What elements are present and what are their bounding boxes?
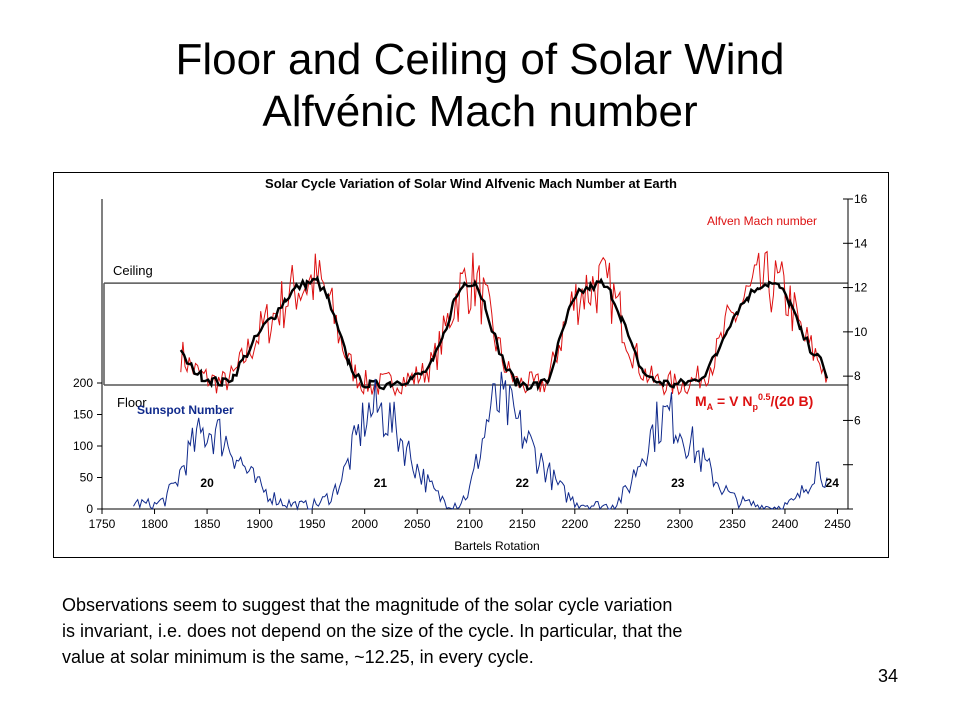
cycle-label: 20 xyxy=(200,476,214,490)
x-tick-label: 2300 xyxy=(667,517,694,531)
right-tick-label: 10 xyxy=(854,325,868,339)
cycle-label: 22 xyxy=(516,476,530,490)
x-tick-label: 2400 xyxy=(772,517,799,531)
x-tick-label: 2050 xyxy=(404,517,431,531)
observation-line-2: is invariant, i.e. does not depend on th… xyxy=(62,621,683,641)
chart-frame: Solar Cycle Variation of Solar Wind Alfv… xyxy=(53,172,889,558)
x-tick-label: 2000 xyxy=(351,517,378,531)
observation-line-3: value at solar minimum is the same, ~12.… xyxy=(62,647,534,667)
floor-label: Floor xyxy=(117,395,147,410)
slide-title-line-2: Alfvénic Mach number xyxy=(262,87,698,136)
x-tick-label: 1900 xyxy=(246,517,273,531)
right-tick-label: 16 xyxy=(854,192,868,206)
observation-text: Observations seem to suggest that the ma… xyxy=(62,592,902,670)
mach-number-smoothed-line xyxy=(179,275,829,392)
chart-title: Solar Cycle Variation of Solar Wind Alfv… xyxy=(265,176,677,191)
x-tick-label: 1800 xyxy=(141,517,168,531)
right-tick-label: 6 xyxy=(854,413,861,427)
left-tick-label: 50 xyxy=(80,471,94,485)
legend-mach: Alfven Mach number xyxy=(707,214,817,228)
x-tick-label: 2150 xyxy=(509,517,536,531)
cycle-label: 23 xyxy=(671,476,685,490)
ceiling-label: Ceiling xyxy=(113,263,153,278)
left-tick-label: 200 xyxy=(73,376,93,390)
left-tick-label: 0 xyxy=(86,502,93,516)
page-number: 34 xyxy=(878,666,899,686)
x-tick-label: 2450 xyxy=(824,517,851,531)
x-tick-label: 2200 xyxy=(561,517,588,531)
slide-title: Floor and Ceiling of Solar Wind Alfvénic… xyxy=(0,34,960,138)
mach-number-chart: Solar Cycle Variation of Solar Wind Alfv… xyxy=(73,176,868,553)
alfven-mach-number-line xyxy=(180,250,828,397)
right-tick-label: 14 xyxy=(854,236,868,250)
sunspot-number-line xyxy=(133,371,828,511)
cycle-label: 24 xyxy=(826,476,840,490)
x-axis-label: Bartels Rotation xyxy=(454,539,539,553)
left-tick-label: 100 xyxy=(73,439,93,453)
x-tick-label: 1750 xyxy=(89,517,116,531)
left-tick-label: 150 xyxy=(73,408,93,422)
formula: MA = V Np0.5/(20 B) xyxy=(695,392,813,412)
slide-title-line-1: Floor and Ceiling of Solar Wind xyxy=(175,35,785,84)
right-tick-label: 12 xyxy=(854,281,868,295)
x-tick-label: 1850 xyxy=(194,517,221,531)
legend-sunspot: Sunspot Number xyxy=(137,403,234,417)
x-tick-label: 2100 xyxy=(456,517,483,531)
x-tick-label: 2250 xyxy=(614,517,641,531)
x-tick-label: 1950 xyxy=(299,517,326,531)
cycle-label: 21 xyxy=(374,476,388,490)
right-tick-label: 8 xyxy=(854,369,861,383)
x-tick-label: 2350 xyxy=(719,517,746,531)
observation-line-1: Observations seem to suggest that the ma… xyxy=(62,595,673,615)
